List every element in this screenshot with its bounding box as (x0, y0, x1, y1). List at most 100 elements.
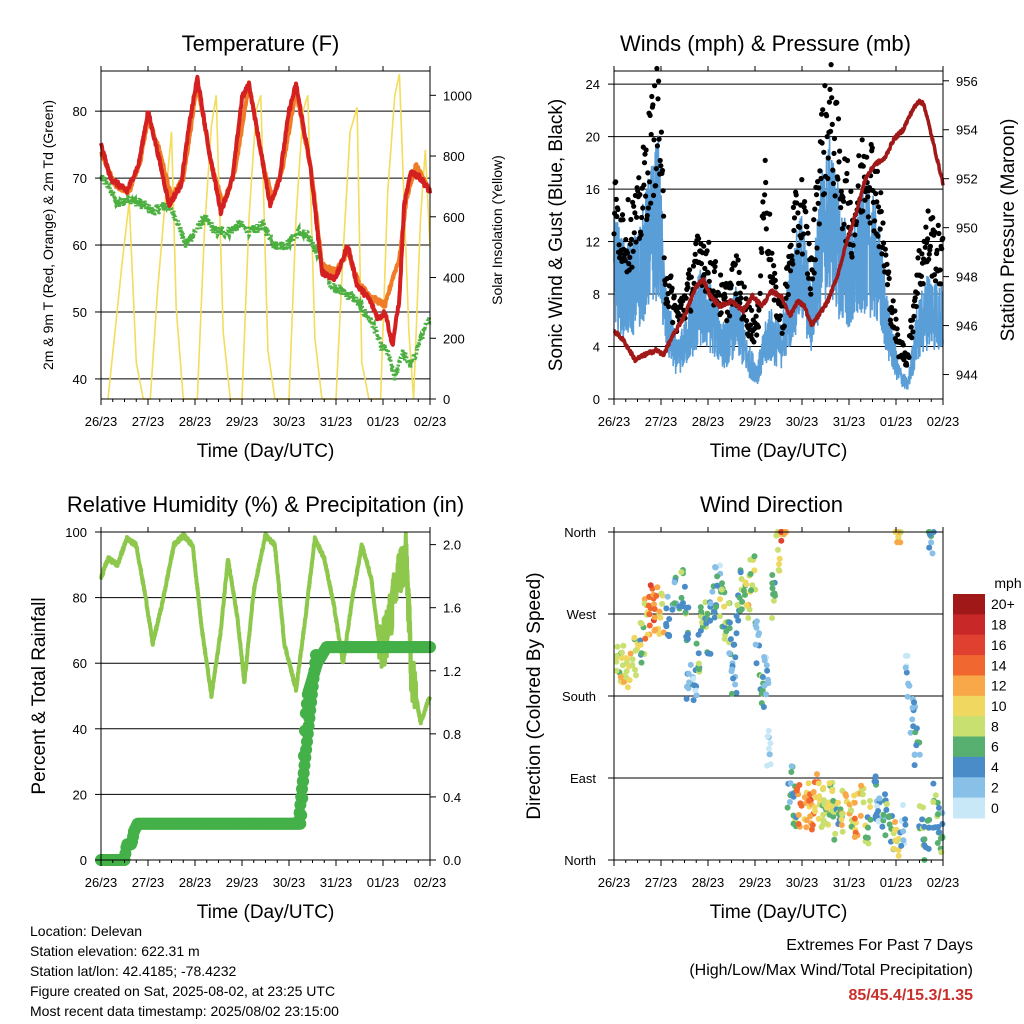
p2-gust-point (798, 235, 804, 241)
p2-gust-point (614, 213, 620, 220)
p3-xlabel: Time (Day/UTC) (197, 902, 335, 923)
p4-direction-point (751, 553, 758, 560)
p4-direction-point (835, 799, 842, 806)
p2-gust-point (762, 192, 768, 198)
p2-gust-point (678, 302, 684, 308)
p4-direction-point (763, 691, 770, 698)
p2-ytick-label: 0 (593, 392, 600, 407)
p4-direction-point (806, 797, 813, 804)
p4-legend-label: 16 (991, 637, 1007, 653)
p4-direction-point (627, 650, 634, 657)
p2-gust-point (641, 160, 648, 166)
p4-direction-point (729, 666, 735, 673)
p4-xtick-label: 30/23 (786, 875, 819, 890)
p3-y2tick-label: 2.0 (443, 538, 461, 553)
p2-gust-point (640, 205, 646, 211)
p4-direction-point (659, 600, 666, 607)
p2-gust-point (893, 316, 899, 322)
p2-gust-point (623, 237, 629, 243)
p2-gust-point (724, 309, 731, 315)
p2-gust-point (660, 188, 666, 194)
p2-gust-point (722, 294, 728, 300)
p2-gust-point (915, 255, 921, 261)
p2-gust-point (804, 224, 810, 230)
p2-gust-point (763, 179, 769, 186)
p4-direction-point (666, 616, 673, 622)
p2-gust-point (755, 324, 762, 330)
p2-gust-point (913, 303, 919, 310)
p2-gust-point (728, 282, 734, 288)
p4-xtick-label: 31/23 (833, 875, 866, 890)
p2-gust-point (738, 295, 744, 301)
p4-direction-point (865, 824, 871, 831)
p4-direction-point (820, 784, 827, 791)
p3-ylabel: Percent & Total Rainfall (29, 597, 50, 794)
p4-direction-point (934, 840, 941, 846)
p4-direction-point (664, 593, 671, 600)
p2-gust-point (848, 188, 854, 194)
p4-legend-title: mph (994, 575, 1021, 591)
p2-ytick-label: 4 (593, 340, 600, 355)
p4-direction-point (900, 837, 907, 844)
p4-direction-point (727, 636, 734, 643)
p4-legend-swatch (953, 797, 985, 819)
p2-gust-point (751, 339, 757, 345)
p4-direction-point (784, 804, 791, 811)
p2-gust-point (793, 192, 799, 198)
p4-direction-point (697, 613, 704, 620)
p2-gust-point (642, 151, 648, 157)
p4-direction-point (690, 697, 697, 704)
p2-gust-point (643, 147, 649, 153)
p2-gust-point (799, 177, 805, 183)
p2-gust-point (712, 259, 719, 265)
p2-xlabel: Time (Day/UTC) (710, 441, 848, 462)
p4-direction-point (658, 590, 665, 597)
p4-direction-point (726, 619, 733, 626)
p4-direction-point (900, 802, 906, 808)
p2-gust-point (852, 232, 858, 238)
p4-direction-point (619, 649, 625, 656)
p2-gust-point (881, 240, 887, 246)
p4-direction-point (838, 816, 845, 823)
p4-direction-point (930, 824, 937, 831)
p4-direction-point (651, 614, 658, 621)
p2-gust-point (645, 205, 652, 211)
p4-direction-point (823, 820, 830, 827)
p2-gust-point (911, 313, 917, 319)
p4-direction-point (692, 687, 699, 694)
p4-direction-point (926, 544, 933, 551)
p2-gust-point (794, 200, 800, 206)
p1-xtick-label: 29/23 (226, 414, 259, 429)
p4-direction-point (718, 586, 725, 593)
p2-gust-point (803, 209, 809, 215)
p2-gust-point (692, 251, 698, 257)
p2-y2tick-label: 948 (956, 270, 978, 285)
p2-gust-point (816, 185, 822, 191)
p4-legend-swatch (953, 716, 985, 738)
p2-gust-point (867, 220, 873, 226)
p2-gust-point (738, 280, 745, 286)
p2-gust-point (772, 277, 778, 283)
p3-xtick-label: 26/23 (85, 875, 118, 890)
p4-direction-point (753, 624, 760, 631)
p2-gust-point (888, 304, 895, 311)
p2-gust-point (705, 270, 711, 276)
p2-gust-point (748, 332, 754, 338)
p4-direction-point (769, 615, 776, 621)
p2-ylabel: Sonic Wind & Gust (Blue, Black) (546, 99, 567, 371)
p2-title: Winds (mph) & Pressure (mb) (620, 31, 911, 56)
p4-direction-point (764, 733, 771, 740)
p4-direction-point (714, 582, 721, 589)
p2-gust-point (813, 192, 820, 198)
p4-direction-point (632, 666, 638, 673)
p4-direction-point (851, 815, 858, 822)
p2-gust-point (844, 170, 850, 177)
p4-direction-point (696, 666, 703, 673)
p2-gust-point (737, 290, 743, 296)
p2-gust-point (873, 191, 879, 197)
p4-direction-point (691, 682, 698, 689)
p3-y2tick-label: 0.0 (443, 853, 461, 868)
p4-direction-point (857, 812, 864, 819)
p4-direction-point (795, 821, 802, 827)
p2-gust-point (909, 335, 915, 341)
